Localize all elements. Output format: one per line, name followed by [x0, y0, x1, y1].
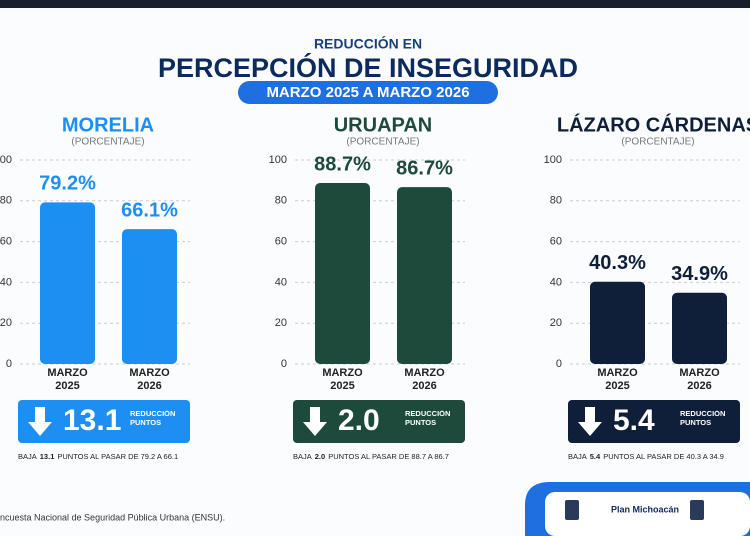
logo-icon	[565, 500, 579, 520]
y-tick-label: 60	[275, 236, 287, 248]
reduction-value: 13.1	[63, 404, 121, 437]
note-part: 2.0	[315, 452, 325, 461]
bar	[397, 187, 452, 364]
reduction-label-box: REDUCCIÓN PUNTOS	[130, 410, 176, 427]
x-tick-label: MARZO 2026	[679, 367, 720, 392]
reduction-label-box: REDUCCIÓN PUNTOS	[405, 410, 451, 427]
reduction-label: REDUCCIÓN PUNTOS	[405, 410, 451, 427]
note-part: BAJA	[568, 452, 587, 461]
period: MARZO 2025 A MARZO 2026	[266, 84, 469, 101]
value-label: 86.7%	[396, 157, 453, 179]
bar	[122, 229, 177, 364]
source: Encuesta Nacional de Seguridad Pública U…	[0, 512, 225, 522]
value-label: 88.7%	[314, 153, 371, 175]
y-tick-label: 60	[550, 236, 562, 248]
note-part: 5.4	[590, 452, 601, 461]
y-tick-label: 80	[550, 195, 562, 207]
down-arrow	[578, 407, 602, 436]
y-tick-label: 40	[550, 276, 562, 288]
logo-text: Plan Michoacán	[611, 504, 679, 514]
x-tick-label-box: MARZO 2025	[47, 367, 88, 392]
reduction-box	[293, 400, 465, 443]
x-tick-label: MARZO 2026	[129, 367, 170, 392]
note: BAJA 5.4 PUNTOS AL PASAR DE 40.3 A 34.9	[568, 452, 724, 461]
note-part: BAJA	[18, 452, 37, 461]
y-tick-label: 0	[281, 358, 287, 370]
note-part: PUNTOS AL PASAR DE 40.3 A 34.9	[603, 452, 724, 461]
y-tick-label: 20	[550, 317, 562, 329]
y-tick-label: 20	[275, 317, 287, 329]
value-label: 66.1%	[121, 199, 178, 221]
down-arrow	[28, 407, 52, 436]
value-label: 79.2%	[39, 173, 96, 195]
bar	[40, 202, 95, 364]
y-tick-label: 0	[556, 358, 562, 370]
y-tick-label: 80	[275, 195, 287, 207]
reduction-label: REDUCCIÓN PUNTOS	[130, 410, 176, 427]
chart-subtitle: (PORCENTAJE)	[621, 137, 694, 148]
x-tick-label-box: MARZO 2026	[129, 367, 170, 392]
x-tick-label-box: MARZO 2025	[322, 367, 363, 392]
reduction-value: 2.0	[338, 404, 380, 437]
note-part: 13.1	[40, 452, 55, 461]
y-tick-label: 60	[0, 236, 12, 248]
chart-title: URUAPAN	[334, 114, 433, 136]
y-tick-label: 0	[6, 358, 12, 370]
y-tick-label: 20	[0, 317, 12, 329]
bar	[315, 183, 370, 364]
reduction-box	[18, 400, 190, 443]
x-tick-label-box: MARZO 2026	[404, 367, 445, 392]
y-tick-label: 40	[275, 276, 287, 288]
chart-subtitle: (PORCENTAJE)	[71, 137, 144, 148]
down-arrow	[303, 407, 327, 436]
note: BAJA 13.1 PUNTOS AL PASAR DE 79.2 A 66.1	[18, 452, 178, 461]
y-tick-label: 100	[544, 154, 562, 166]
y-tick-label: 40	[0, 276, 12, 288]
x-tick-label-box: MARZO 2026	[679, 367, 720, 392]
x-tick-label: MARZO 2026	[404, 367, 445, 392]
x-tick-label: MARZO 2025	[47, 367, 88, 392]
reduction-value: 5.4	[613, 404, 655, 437]
y-tick-label: 80	[0, 195, 12, 207]
chart-title: MORELIA	[62, 114, 154, 136]
y-tick-label: 100	[269, 154, 287, 166]
x-tick-label: MARZO 2025	[597, 367, 638, 392]
reduction-label-box: REDUCCIÓN PUNTOS	[680, 410, 726, 427]
bar	[672, 292, 727, 364]
chart-subtitle: (PORCENTAJE)	[346, 137, 419, 148]
y-tick-label: 100	[0, 154, 12, 166]
note-part: PUNTOS AL PASAR DE 88.7 A 86.7	[328, 452, 449, 461]
bar	[590, 281, 645, 364]
value-label: 34.9%	[671, 263, 728, 285]
period-pill	[238, 81, 498, 104]
chart-title: LÁZARO CÁRDENAS	[557, 113, 750, 136]
x-tick-label: MARZO 2025	[322, 367, 363, 392]
note-part: BAJA	[293, 452, 312, 461]
reduction-box	[568, 400, 740, 443]
kicker: REDUCCIÓN EN	[314, 35, 422, 52]
note-part: PUNTOS AL PASAR DE 79.2 A 66.1	[57, 452, 178, 461]
logo-icon	[690, 500, 704, 520]
value-label: 40.3%	[589, 252, 646, 274]
note: BAJA 2.0 PUNTOS AL PASAR DE 88.7 A 86.7	[293, 452, 449, 461]
x-tick-label-box: MARZO 2025	[597, 367, 638, 392]
main-title: PERCEPCIÓN DE INSEGURIDAD	[158, 52, 578, 83]
top-strip	[0, 0, 750, 8]
reduction-label: REDUCCIÓN PUNTOS	[680, 410, 726, 427]
